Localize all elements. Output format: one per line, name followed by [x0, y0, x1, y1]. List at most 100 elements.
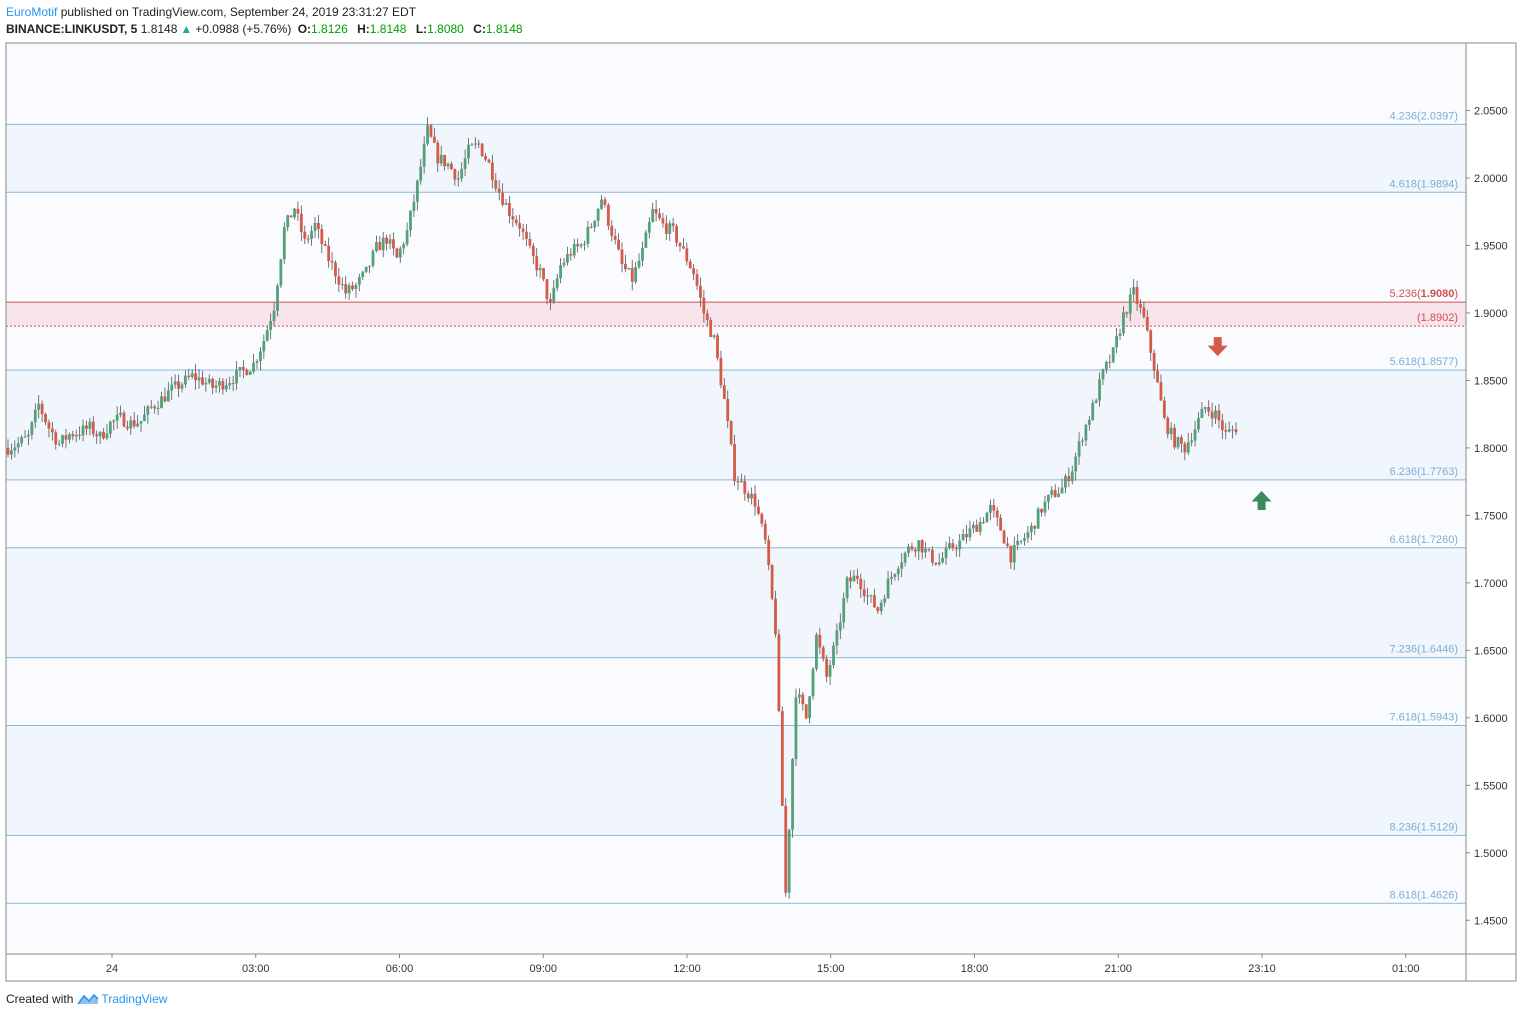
candle-body [739, 481, 743, 483]
candle-body [194, 373, 198, 381]
candle-body [651, 209, 655, 223]
candle-body [688, 261, 692, 269]
candle-body [729, 421, 733, 445]
candle-body [1217, 410, 1221, 421]
price-axis[interactable]: 2.0500 2.0000 1.9500 1.9000 1.8500 1.8000 1.75… [1466, 105, 1508, 927]
candle-body [971, 524, 975, 529]
candle-body [600, 199, 603, 209]
candle-body [838, 622, 842, 631]
candle-body [1050, 490, 1054, 495]
candle-body [1118, 333, 1122, 336]
candle-body [705, 313, 709, 320]
fib-band [6, 479, 1466, 548]
candle-body [282, 227, 286, 260]
candle-body [1169, 427, 1173, 435]
fib-level-label: 5.618(1.8577) [1389, 356, 1458, 368]
candle-body [320, 229, 324, 245]
candle-body [173, 381, 177, 385]
candle-body [197, 377, 201, 381]
candle-body [1176, 437, 1180, 448]
candle-body [743, 481, 747, 494]
close-label: C: [473, 22, 486, 36]
candle-body [797, 694, 801, 698]
candle-body [913, 549, 917, 552]
candle-body [562, 262, 566, 266]
candle-body [1139, 303, 1142, 308]
candle-body [40, 403, 44, 415]
candle-body [910, 546, 914, 550]
candle-body [245, 369, 249, 375]
candle-body [630, 268, 634, 282]
candle-body [1087, 419, 1091, 425]
price-tick-label: 1.8000 [1474, 443, 1508, 455]
candle-body [644, 232, 648, 248]
candle-body [641, 247, 644, 261]
candle-body [900, 562, 904, 569]
candle-body [221, 380, 225, 390]
candle-body [95, 434, 99, 437]
fib-band [6, 302, 1466, 327]
candle-body [375, 242, 378, 251]
candle-body [228, 383, 232, 386]
candle-body [436, 142, 440, 164]
candle-body [883, 598, 887, 603]
chart-header: EuroMotif published on TradingView.com, … [6, 4, 529, 38]
high-value: 1.8148 [369, 22, 407, 36]
candle-body [596, 208, 600, 221]
candle-body [1173, 427, 1176, 448]
footer: Created with TradingView [6, 992, 167, 1006]
candle-body [190, 373, 194, 377]
candle-body [204, 382, 208, 385]
fib-band [6, 124, 1466, 193]
candle-body [351, 285, 354, 290]
candle-body [33, 409, 37, 423]
candle-body [357, 277, 361, 285]
candle-body [678, 242, 682, 247]
candle-body [450, 163, 453, 170]
time-axis[interactable]: 24 03:00 06:00 09:00 12:00 15:00 18:00 21:00 23:… [106, 954, 1523, 975]
candle-body [531, 245, 535, 257]
candle-body [1077, 441, 1081, 457]
candle-body [787, 829, 791, 893]
published-text: published on TradingView.com, September … [60, 5, 417, 19]
candle-body [859, 578, 863, 590]
candle-body [907, 546, 910, 553]
candle-body [125, 426, 129, 429]
candle-body [122, 412, 126, 427]
candle-body [726, 398, 730, 422]
time-tick-label: 23:10 [1248, 963, 1276, 975]
candle-body [211, 378, 215, 388]
candle-body [402, 244, 406, 249]
ohlc-line: BINANCE:LINKUSDT, 5 1.8148 ▲ +0.0988 (+5.7… [6, 21, 529, 38]
candle-body [467, 144, 470, 159]
candle-body [61, 435, 64, 444]
candle-body [699, 285, 702, 298]
candle-body [289, 215, 293, 218]
candle-body [528, 238, 532, 246]
candle-body [545, 279, 549, 300]
candle-body [392, 239, 395, 249]
author-link[interactable]: EuroMotif [6, 5, 58, 19]
candle-body [835, 630, 839, 646]
candle-body [388, 239, 392, 244]
candle-body [1019, 540, 1023, 542]
low-label: L: [415, 22, 428, 36]
candle-body [815, 634, 818, 669]
candle-body [780, 711, 784, 806]
candle-body [937, 562, 941, 565]
candle-body [337, 276, 341, 285]
candle-body [412, 201, 416, 211]
candle-body [1200, 408, 1204, 419]
candle-body [37, 403, 41, 410]
candle-body [852, 575, 856, 582]
price-tick-label: 1.7000 [1474, 578, 1508, 590]
price-tick-label: 1.5000 [1474, 848, 1508, 860]
candle-body [518, 223, 522, 229]
tradingview-brand[interactable]: TradingView [101, 992, 168, 1006]
candle-body [927, 548, 931, 550]
candle-body [589, 226, 593, 228]
fib-level-label: 7.618(1.5943) [1389, 712, 1458, 724]
candle-body [586, 226, 590, 244]
candle-body [593, 220, 597, 228]
